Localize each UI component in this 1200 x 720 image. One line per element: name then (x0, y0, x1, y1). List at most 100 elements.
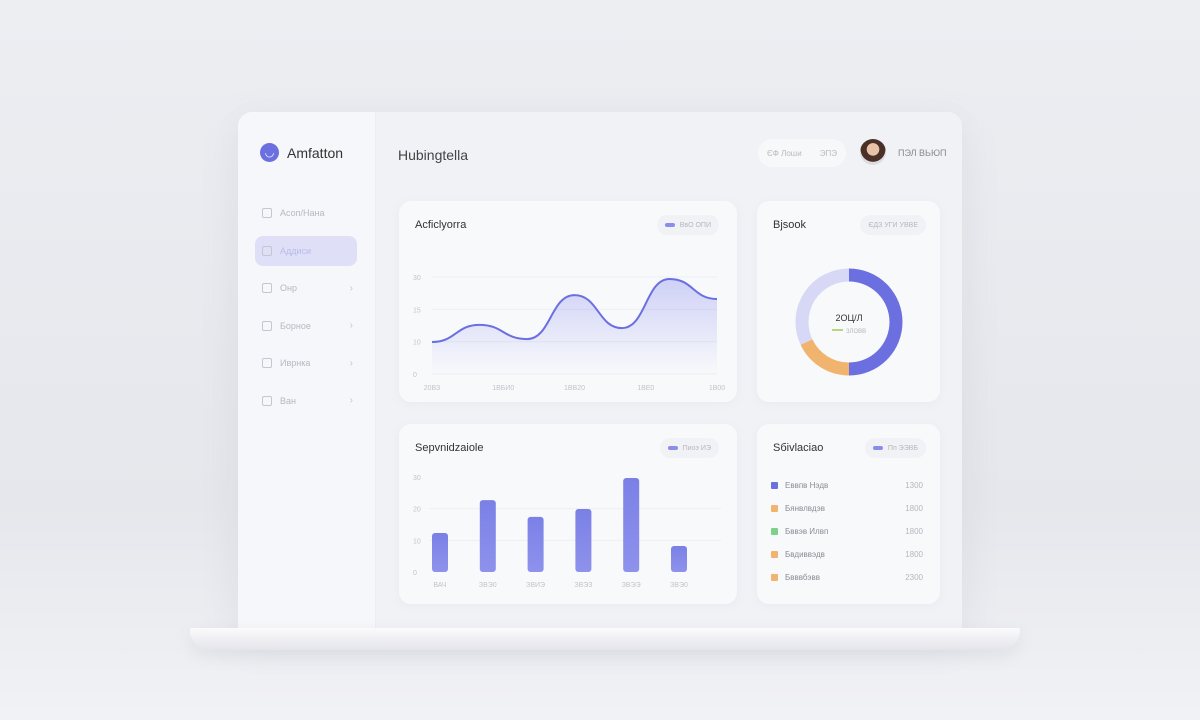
y-tick-label: 30 (413, 475, 421, 482)
item-label: Бянвлвдэв (785, 504, 825, 513)
item-label: Бвдиввэдв (785, 550, 825, 559)
x-tick-label: ЗВЭЭ (622, 582, 641, 589)
x-tick-label: 1ВВ20 (564, 385, 585, 392)
x-tick-label: 20ВЗ (424, 385, 440, 392)
item-value: 1300 (905, 481, 923, 490)
x-tick-label: ВАЧ (433, 582, 447, 589)
pill-right-label: ЭПЭ (819, 148, 837, 158)
donut-sub-label: ЗЛОВВ (846, 329, 866, 335)
card-title: Bjsook (773, 219, 807, 231)
donut-slice (795, 268, 850, 345)
y-tick-label: 0 (413, 570, 417, 577)
bar (432, 533, 448, 572)
x-tick-label: ЗВЭ0 (479, 582, 497, 589)
header-search-pill[interactable]: ЄФ Лоши ЭПЭ (758, 139, 846, 167)
plus-square-icon (262, 320, 272, 331)
user-name[interactable]: ПЭЛ ВЬЮП (898, 148, 947, 158)
list-item[interactable]: Бввэв Илвп 1800 (771, 527, 923, 536)
legend[interactable]: Пп ЭЭВБ (864, 438, 926, 458)
page-title: Hubingtella (398, 147, 469, 163)
chevron-right-icon: › (349, 282, 353, 294)
bar-chart: 30 20 10 0 ВАЧ ЗВЭ0 ЗВИЭ ЗВЭЗ ЗВЭЭ ЗВЭ0 (413, 475, 721, 589)
x-tick-label: ЗВИЭ (526, 582, 545, 589)
legend-label: ВвО ОПИ (679, 221, 711, 229)
item-label: Бввэв Илвп (785, 527, 829, 536)
list-item[interactable]: Бвдиввэдв 1800 (771, 550, 923, 559)
folder-icon (262, 395, 272, 406)
app-name: Amfatton (287, 144, 344, 161)
sidebar-item-label: Аддиси (280, 245, 312, 256)
x-tick-label: 1ВБИ0 (492, 385, 514, 392)
color-swatch (771, 574, 778, 581)
bar (479, 500, 496, 572)
legend[interactable]: Пиоэ ИЭ (659, 438, 719, 458)
legend-label: ЄДЗ УГИ УВВЕ (868, 221, 918, 229)
legend-label: Пиоэ ИЭ (682, 444, 711, 452)
logo-icon: ◡ (260, 143, 279, 162)
color-swatch (771, 505, 778, 512)
bar (527, 516, 544, 572)
sidebar-item[interactable]: Борное › (255, 311, 357, 341)
item-label: Бвввбэвв (785, 573, 820, 582)
sidebar-item[interactable]: Онр › (255, 273, 357, 303)
color-swatch (771, 482, 778, 489)
y-tick-label: 10 (413, 340, 421, 347)
pill-left-label: ЄФ Лоши (767, 148, 802, 158)
list-card: Sбivlaciao Пп ЭЭВБ Еввпв Нэдв 1300 Бянвлвд… (757, 424, 940, 604)
sidebar-item[interactable]: Ван › (255, 386, 357, 416)
laptop-base (190, 628, 1020, 650)
y-tick-label: 20 (413, 507, 421, 514)
donut-center-label: 2ОЦ/Л (835, 313, 862, 323)
card-title: Acficlyorra (415, 219, 467, 231)
item-value: 2300 (905, 573, 923, 582)
circle-icon (262, 245, 272, 256)
item-value: 1800 (905, 504, 923, 513)
list-item[interactable]: Еввпв Нэдв 1300 (771, 481, 923, 490)
sidebar-item[interactable]: Аддиси (255, 235, 357, 266)
legend-label: Пп ЭЭВБ (887, 444, 918, 452)
legend[interactable]: ЄДЗ УГИ УВВЕ (860, 215, 926, 235)
bar (575, 508, 592, 572)
sidebar-item[interactable]: Асоп/Нана (255, 198, 357, 228)
donut-card: Bjsook ЄДЗ УГИ УВВЕ 2ОЦ/Л ЗЛОВВ (757, 201, 940, 402)
sidebar-item[interactable]: Иврнка › (255, 348, 357, 378)
area-fill (432, 278, 717, 374)
legend[interactable]: ВвО ОПИ (656, 215, 719, 235)
y-tick-label: 30 (413, 275, 421, 282)
sidebar: ◡ Amfatton Асоп/Нана Аддиси Онр › Борное › Ивр… (238, 112, 376, 630)
chevron-right-icon: › (349, 320, 353, 331)
logo[interactable]: ◡ Amfatton (260, 143, 343, 162)
legend-swatch (872, 446, 883, 450)
chevron-right-icon: › (349, 357, 353, 369)
card-title: Sбivlaciao (773, 442, 824, 454)
list-item[interactable]: Бянвлвдэв 1800 (771, 504, 923, 513)
y-tick-label: 10 (413, 538, 421, 545)
sidebar-item-label: Ван (280, 395, 296, 406)
item-label: Еввпв Нэдв (785, 481, 829, 490)
x-tick-label: 1ВЕ0 (637, 385, 654, 392)
legend-swatch (667, 446, 678, 450)
laptop-screen: ◡ Amfatton Асоп/Нана Аддиси Онр › Борное › Ивр… (238, 112, 962, 630)
sidebar-item-label: Борное (280, 320, 311, 331)
sidebar-item-label: Иврнка (280, 358, 311, 368)
sidebar-item-label: Асоп/Нана (280, 208, 325, 218)
line-chart-card: Acficlyorra ВвО ОПИ 30 15 10 0 20ВЗ 1ВБИ0 1ВВ2… (399, 201, 737, 402)
list-item[interactable]: Бвввбэвв 2300 (771, 573, 923, 582)
line-chart: 30 15 10 0 20ВЗ 1ВБИ0 1ВВ20 1ВЕ0 1В00 (413, 275, 725, 392)
list-icon (262, 358, 272, 368)
x-tick-label: 1В00 (709, 385, 725, 392)
chevron-right-icon: › (349, 395, 353, 406)
card-title: Sepvnidzaiole (415, 442, 484, 454)
color-swatch (771, 528, 778, 535)
y-tick-label: 0 (413, 372, 417, 379)
bar (623, 477, 640, 572)
avatar[interactable] (860, 139, 886, 165)
donut-chart: 2ОЦ/Л ЗЛОВВ (795, 268, 903, 376)
donut-sub-swatch (832, 329, 843, 331)
box-icon (262, 208, 272, 218)
layers-icon (262, 283, 272, 293)
color-swatch (771, 551, 778, 558)
bar (671, 546, 687, 572)
y-tick-label: 15 (413, 307, 421, 314)
legend-swatch (664, 223, 675, 227)
